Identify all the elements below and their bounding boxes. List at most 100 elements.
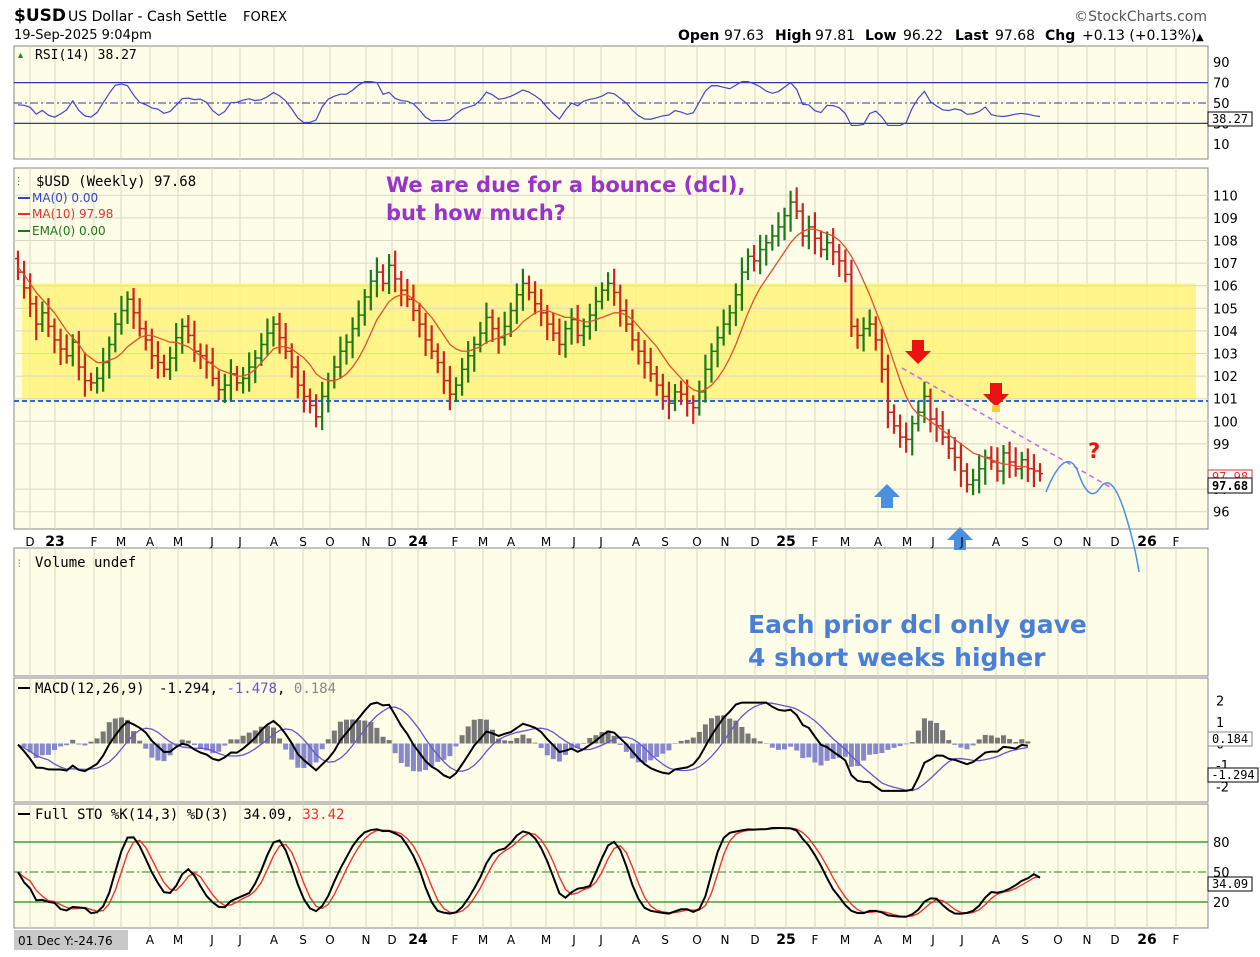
- x-tick-label: J: [959, 933, 964, 947]
- macd-hist-bar: [818, 743, 824, 766]
- macd-hist-bar: [636, 743, 641, 763]
- macd-hist-bar: [410, 743, 416, 772]
- x-tick-label: M: [840, 535, 850, 549]
- macd-hist-bar: [222, 743, 228, 746]
- macd-hist-bar: [350, 719, 356, 744]
- annotation-bounce-line1: We are due for a bounce (dcl),: [386, 173, 746, 197]
- price-bar: [793, 187, 800, 220]
- price-bar: [392, 250, 399, 293]
- price-bar: [635, 332, 642, 365]
- price-bar: [939, 411, 946, 446]
- x-tick-label: D: [25, 535, 34, 549]
- macd-hist-bar: [593, 735, 599, 744]
- x-tick-label: A: [992, 933, 1001, 947]
- price-bar: [860, 317, 867, 352]
- x-tick-label: F: [812, 933, 819, 947]
- price-bar: [386, 254, 393, 295]
- price-bar: [313, 394, 320, 428]
- macd-hist-bar: [471, 719, 477, 744]
- x-tick-label: D: [387, 933, 396, 947]
- macd-hist-bar: [569, 743, 575, 749]
- macd-hist-bar: [435, 743, 441, 762]
- macd-hist-bar: [861, 743, 867, 761]
- macd-hist-bar: [715, 715, 721, 744]
- macd-hist-bar: [721, 715, 727, 744]
- macd-series: [17, 701, 1031, 792]
- x-tick-label: A: [146, 535, 155, 549]
- macd-hist-bar: [666, 743, 672, 751]
- x-tick-label: J: [237, 535, 242, 549]
- x-tick-label: O: [325, 933, 334, 947]
- macd-hist-bar: [271, 727, 276, 744]
- price-bar: [361, 289, 368, 326]
- open-label: Open: [678, 28, 719, 44]
- price-bar: [440, 351, 447, 394]
- price-tick-label: 109: [1213, 212, 1238, 227]
- macd-hist-bar: [380, 736, 386, 744]
- x-tick-label: A: [874, 535, 883, 549]
- annotation-question: ?: [1088, 439, 1100, 463]
- price-bar: [884, 354, 891, 429]
- macd-hist-badge: [1207, 731, 1253, 747]
- macd-badge: [1207, 767, 1259, 783]
- macd-hist-bar: [800, 743, 806, 759]
- price-bar: [337, 336, 344, 378]
- macd-hist-bar: [769, 743, 775, 748]
- macd-badge-value: -1.294: [1211, 768, 1254, 782]
- price-bar: [69, 334, 76, 367]
- low-value: 96.22: [903, 28, 943, 44]
- macd-hist-bar: [873, 743, 879, 755]
- sto-label-prefix: Full STO %K(14,3) %D(3): [35, 807, 229, 823]
- macd-hist-bar: [690, 737, 696, 744]
- price-bar: [453, 377, 459, 403]
- macd-hist-bar: [806, 743, 812, 758]
- price-bar: [745, 248, 751, 281]
- price-bar: [45, 298, 52, 338]
- macd-hist-bar: [678, 740, 684, 744]
- price-bar: [39, 301, 46, 333]
- macd-hist-bar: [490, 729, 495, 744]
- price-bar: [738, 257, 745, 311]
- rsi-badge-value: 38.27: [1212, 112, 1248, 126]
- up-arrow-icon: [947, 527, 973, 550]
- macd-hist-bar: [94, 738, 100, 744]
- macd-signal-line: [17, 702, 1028, 792]
- macd-hist-bar: [976, 739, 982, 744]
- symbol-description: US Dollar - Cash Settle: [68, 9, 227, 25]
- macd-hist-bar: [575, 743, 581, 749]
- x-tick-label: O: [1053, 535, 1062, 549]
- x-tick-label: 24: [408, 534, 428, 550]
- price-bar: [562, 320, 569, 358]
- macd-hist-bar: [82, 743, 88, 746]
- macd-hist-bar: [277, 738, 283, 744]
- last-price-badge-value: 97.68: [1212, 479, 1248, 493]
- price-bar: [720, 309, 727, 346]
- x-tick-label: J: [598, 535, 603, 549]
- annotation-bounce-line2: but how much?: [386, 201, 566, 225]
- legend-bars-icon: ⫶: [17, 175, 20, 189]
- price-bar: [988, 446, 995, 470]
- price-bar: [179, 318, 186, 354]
- price-tick-label: 110: [1213, 189, 1238, 204]
- rsi-line: [17, 80, 1041, 127]
- macd-hist-bar: [891, 743, 897, 748]
- price-bar: [234, 365, 240, 391]
- macd-hist-bar: [301, 743, 307, 768]
- macd-hist-bar: [648, 743, 654, 761]
- macd-tick-label: 2: [1216, 694, 1224, 709]
- price-bar: [221, 373, 228, 403]
- macd-hist-bar: [508, 740, 514, 744]
- macd-hist-bar: [824, 743, 830, 761]
- price-bar: [690, 395, 697, 424]
- x-tick-label: J: [959, 535, 964, 549]
- macd-hist-bar: [70, 739, 76, 744]
- x-tick-label: N: [362, 535, 371, 549]
- price-bar: [964, 463, 970, 493]
- price-bar: [373, 257, 380, 298]
- rsi-axis: 9070503010: [1213, 56, 1230, 153]
- macd-hist-bar: [745, 733, 751, 744]
- macd-hist-bar: [45, 743, 51, 755]
- sto-k-line: [17, 826, 1041, 918]
- price-bar: [270, 316, 277, 347]
- x-tick-label: M: [902, 933, 912, 947]
